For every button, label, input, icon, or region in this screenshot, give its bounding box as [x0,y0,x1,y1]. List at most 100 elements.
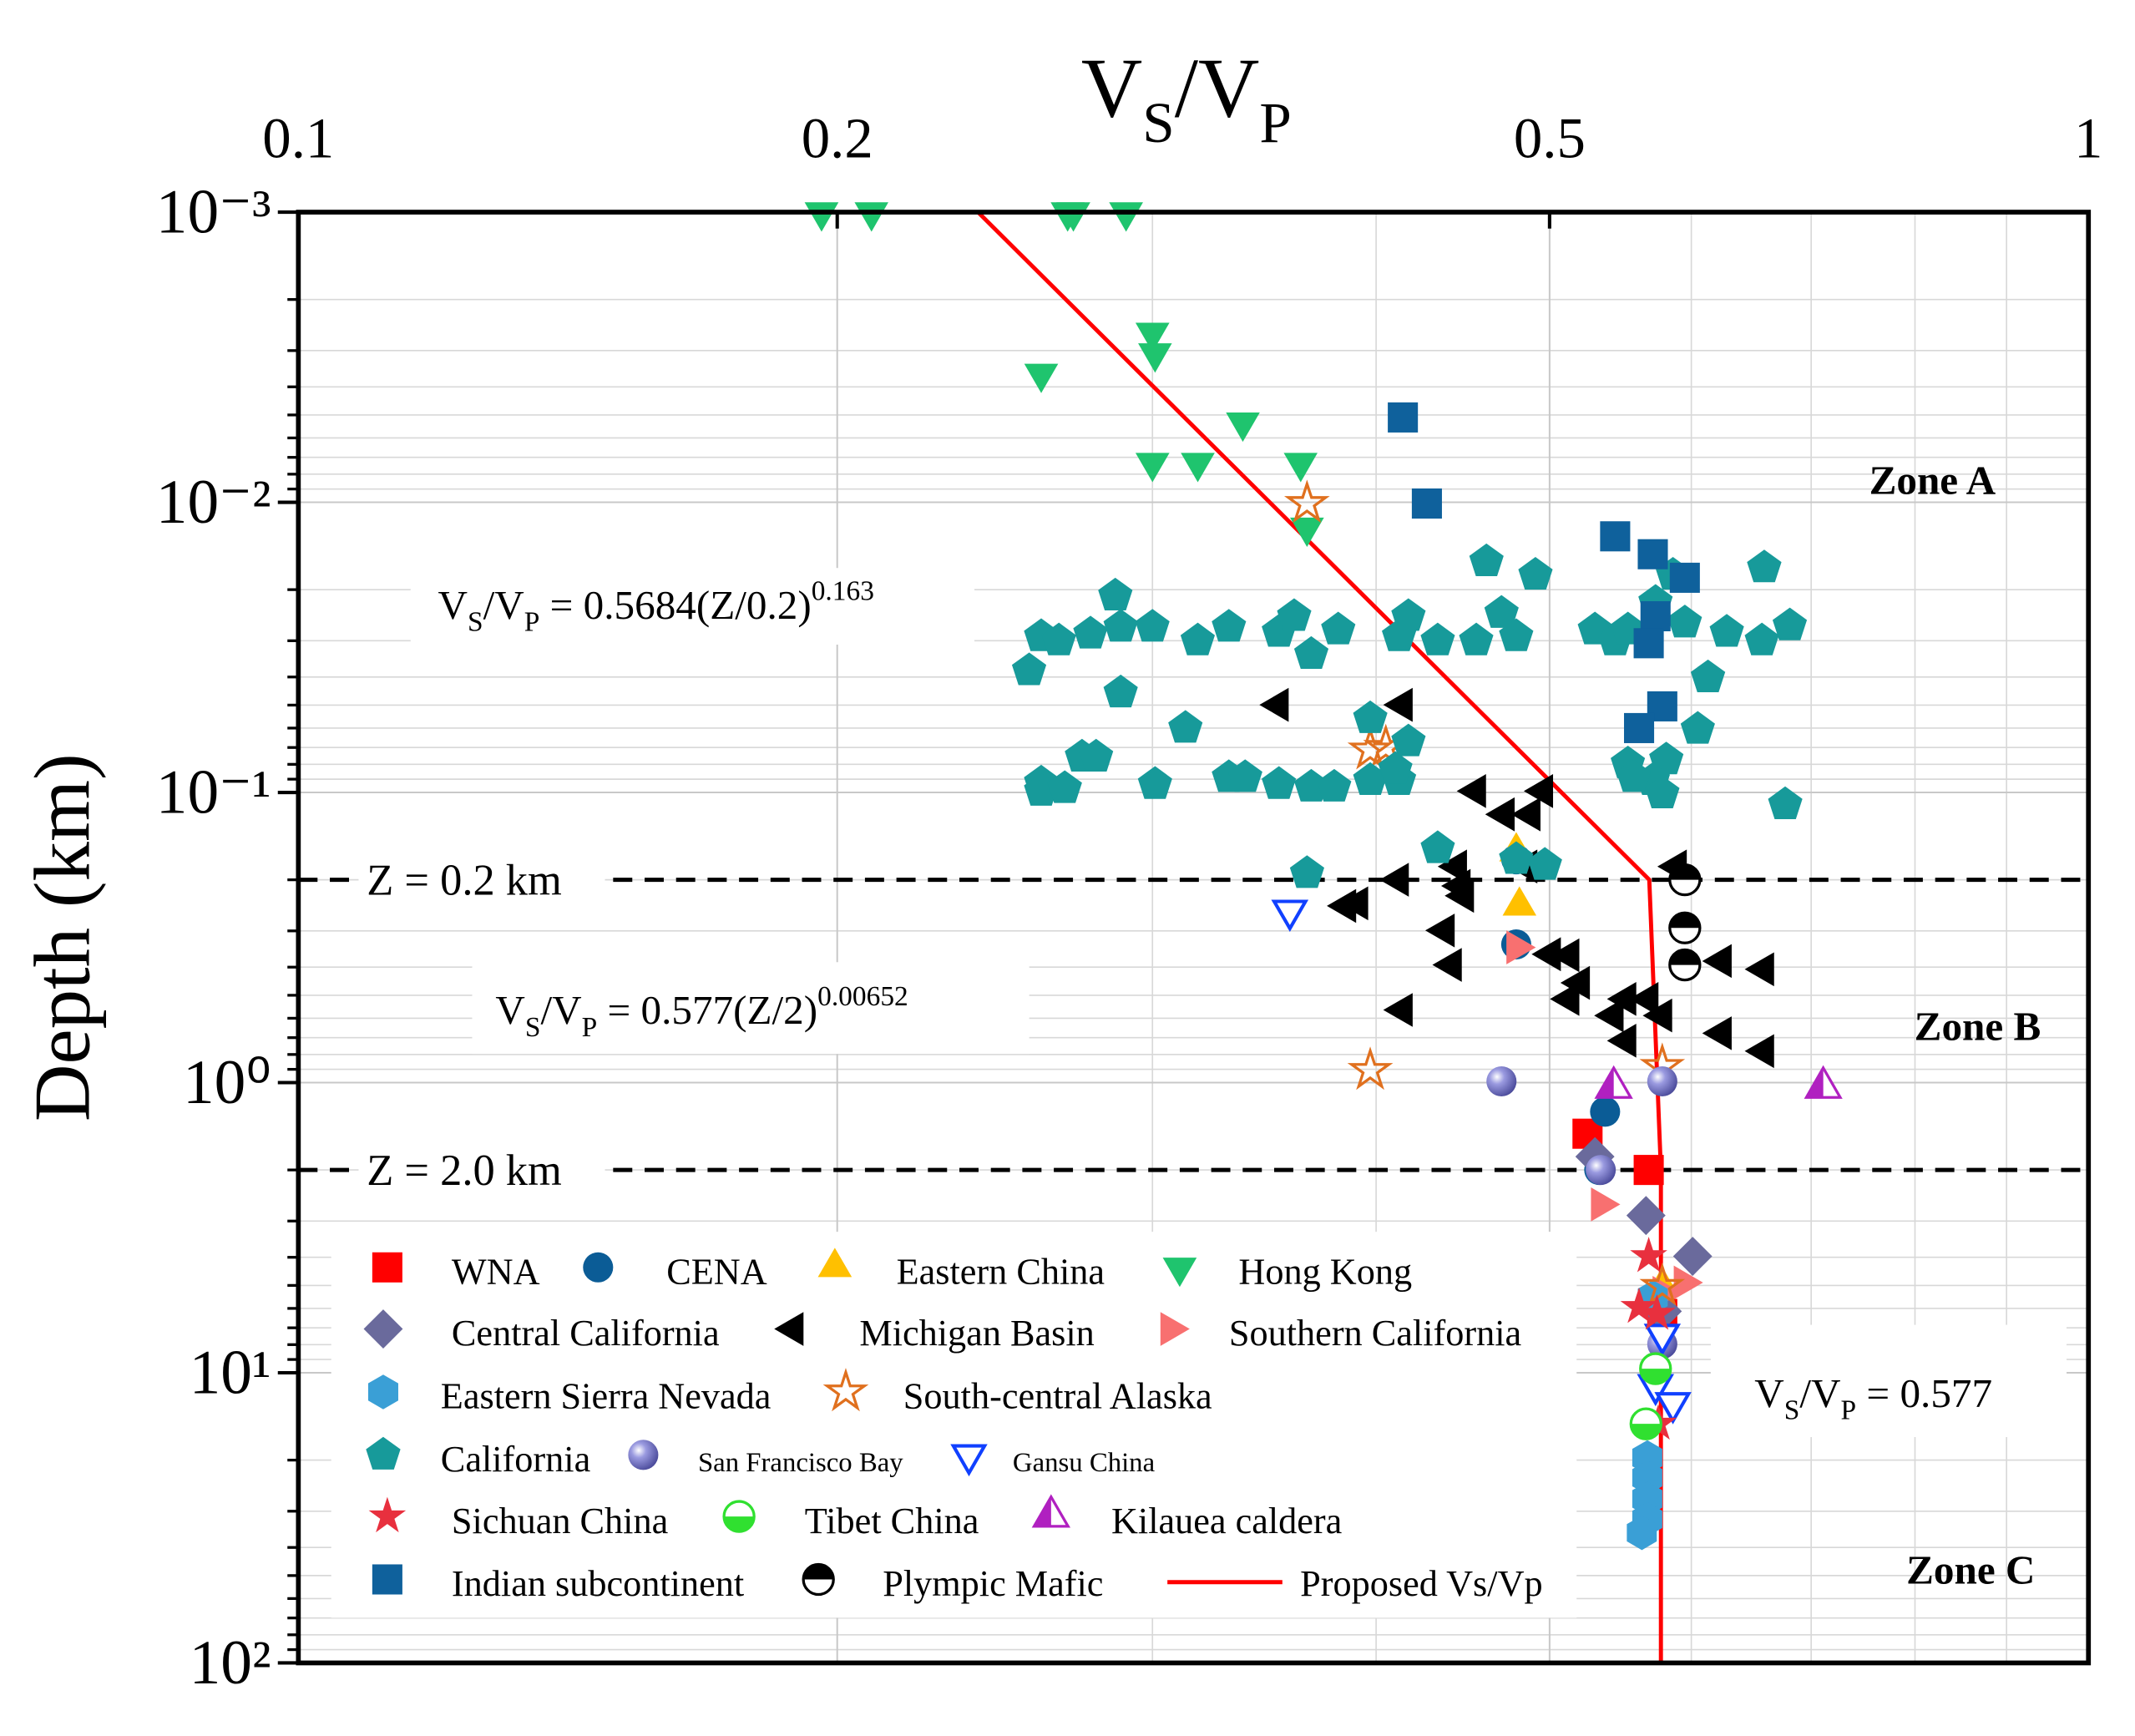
point [1600,521,1631,552]
point [1135,453,1170,483]
point [1668,948,1702,982]
point [1283,479,1330,524]
point [854,202,888,232]
legend-marker [583,1252,614,1283]
y-tick-label: 10¹ [190,1339,271,1408]
point [1627,1515,1657,1551]
point [1041,622,1076,655]
point [1668,911,1702,944]
point [1630,1237,1667,1273]
equation: VS/VP = 0.5684(Z/0.2)0.163 [438,576,874,638]
legend-label: South-central Alaska [903,1376,1212,1417]
point-fill [1669,913,1700,929]
legend-marker-fill [1034,1496,1051,1526]
point [1486,1065,1517,1097]
legend-marker [1162,1258,1197,1288]
point [1531,937,1561,972]
point [1744,1034,1774,1069]
point [1586,1155,1616,1186]
equation-part: = 0.577(Z/2) [597,987,817,1033]
equation-box [410,568,975,645]
point [1510,797,1541,832]
y-tick-label: 10⁰ [183,1048,271,1117]
point [1181,453,1215,483]
legend-marker [802,1562,835,1597]
point [1011,652,1047,686]
equation-part: S [525,1012,541,1043]
equation-part: /V [1799,1370,1840,1416]
point [1594,998,1624,1033]
legend-label: Michigan Basin [859,1313,1094,1354]
point [1747,549,1782,583]
point [1456,774,1486,808]
point [1391,598,1426,631]
point [1680,711,1715,744]
point [1293,768,1329,802]
point [1420,830,1455,863]
legend-label: California [441,1439,591,1480]
point [1702,1016,1732,1050]
x-tick-label: 0.5 [1514,106,1586,170]
point [1616,759,1651,792]
legend-label: Kilauea caldera [1111,1501,1343,1541]
point [1640,600,1671,632]
point [1109,202,1143,232]
point [1638,1294,1676,1330]
legend-marker [628,1440,659,1470]
point-fill [1669,864,1700,880]
point [1499,618,1534,651]
legend-marker [363,1309,403,1349]
x-axis-label: VS/VP [1081,40,1292,154]
reference-label: Z = 0.2 km [367,857,561,905]
point [1378,751,1413,784]
point [1383,687,1413,722]
point [1484,595,1519,628]
point [1098,577,1133,611]
point [1379,863,1409,897]
y-tick-label: 10⁻¹ [156,758,271,828]
equation-part: P [582,1012,598,1043]
point [1347,726,1394,770]
equation-part: V [1754,1370,1784,1416]
equation-part: = 0.5684(Z/0.2) [539,582,811,628]
legend-marker [366,1436,401,1470]
point [1047,770,1082,803]
point [1590,1096,1621,1127]
legend-marker-fill [803,1564,834,1580]
y-axis-label: Depth (km) [18,753,107,1121]
equation-box [472,962,1030,1055]
point [1591,1187,1621,1222]
point [1709,614,1744,647]
point-fill [1596,1067,1614,1098]
label-background [358,1142,605,1192]
equation-part: 0.00652 [817,981,908,1012]
point [1629,982,1659,1016]
point-fill [1640,1369,1671,1384]
x-tick-label: 0.2 [802,106,873,170]
point [1138,343,1172,373]
legend-marker [822,1368,869,1412]
legend-marker-fill [724,1516,755,1532]
point [1411,488,1442,519]
point [1669,562,1700,593]
legend-marker [372,1564,402,1595]
point [1444,878,1475,914]
point [1506,930,1536,964]
equation-part: = 0.577 [1856,1370,1992,1416]
point [1523,774,1554,808]
x-axis-label-part: P [1259,90,1291,154]
point [1643,1324,1682,1356]
equation-part: P [1841,1395,1857,1426]
point [1485,797,1515,832]
legend-label: Plympic Mafic [883,1563,1103,1604]
point-fill [1669,949,1700,965]
point [1432,948,1462,982]
point [1137,766,1172,799]
legend-label: Indian subcontinent [452,1563,745,1604]
point [1180,622,1216,655]
point [1283,453,1318,483]
point [1024,363,1059,393]
zone-label: Zone A [1869,458,1996,504]
point [1459,622,1494,655]
point [1550,982,1580,1016]
